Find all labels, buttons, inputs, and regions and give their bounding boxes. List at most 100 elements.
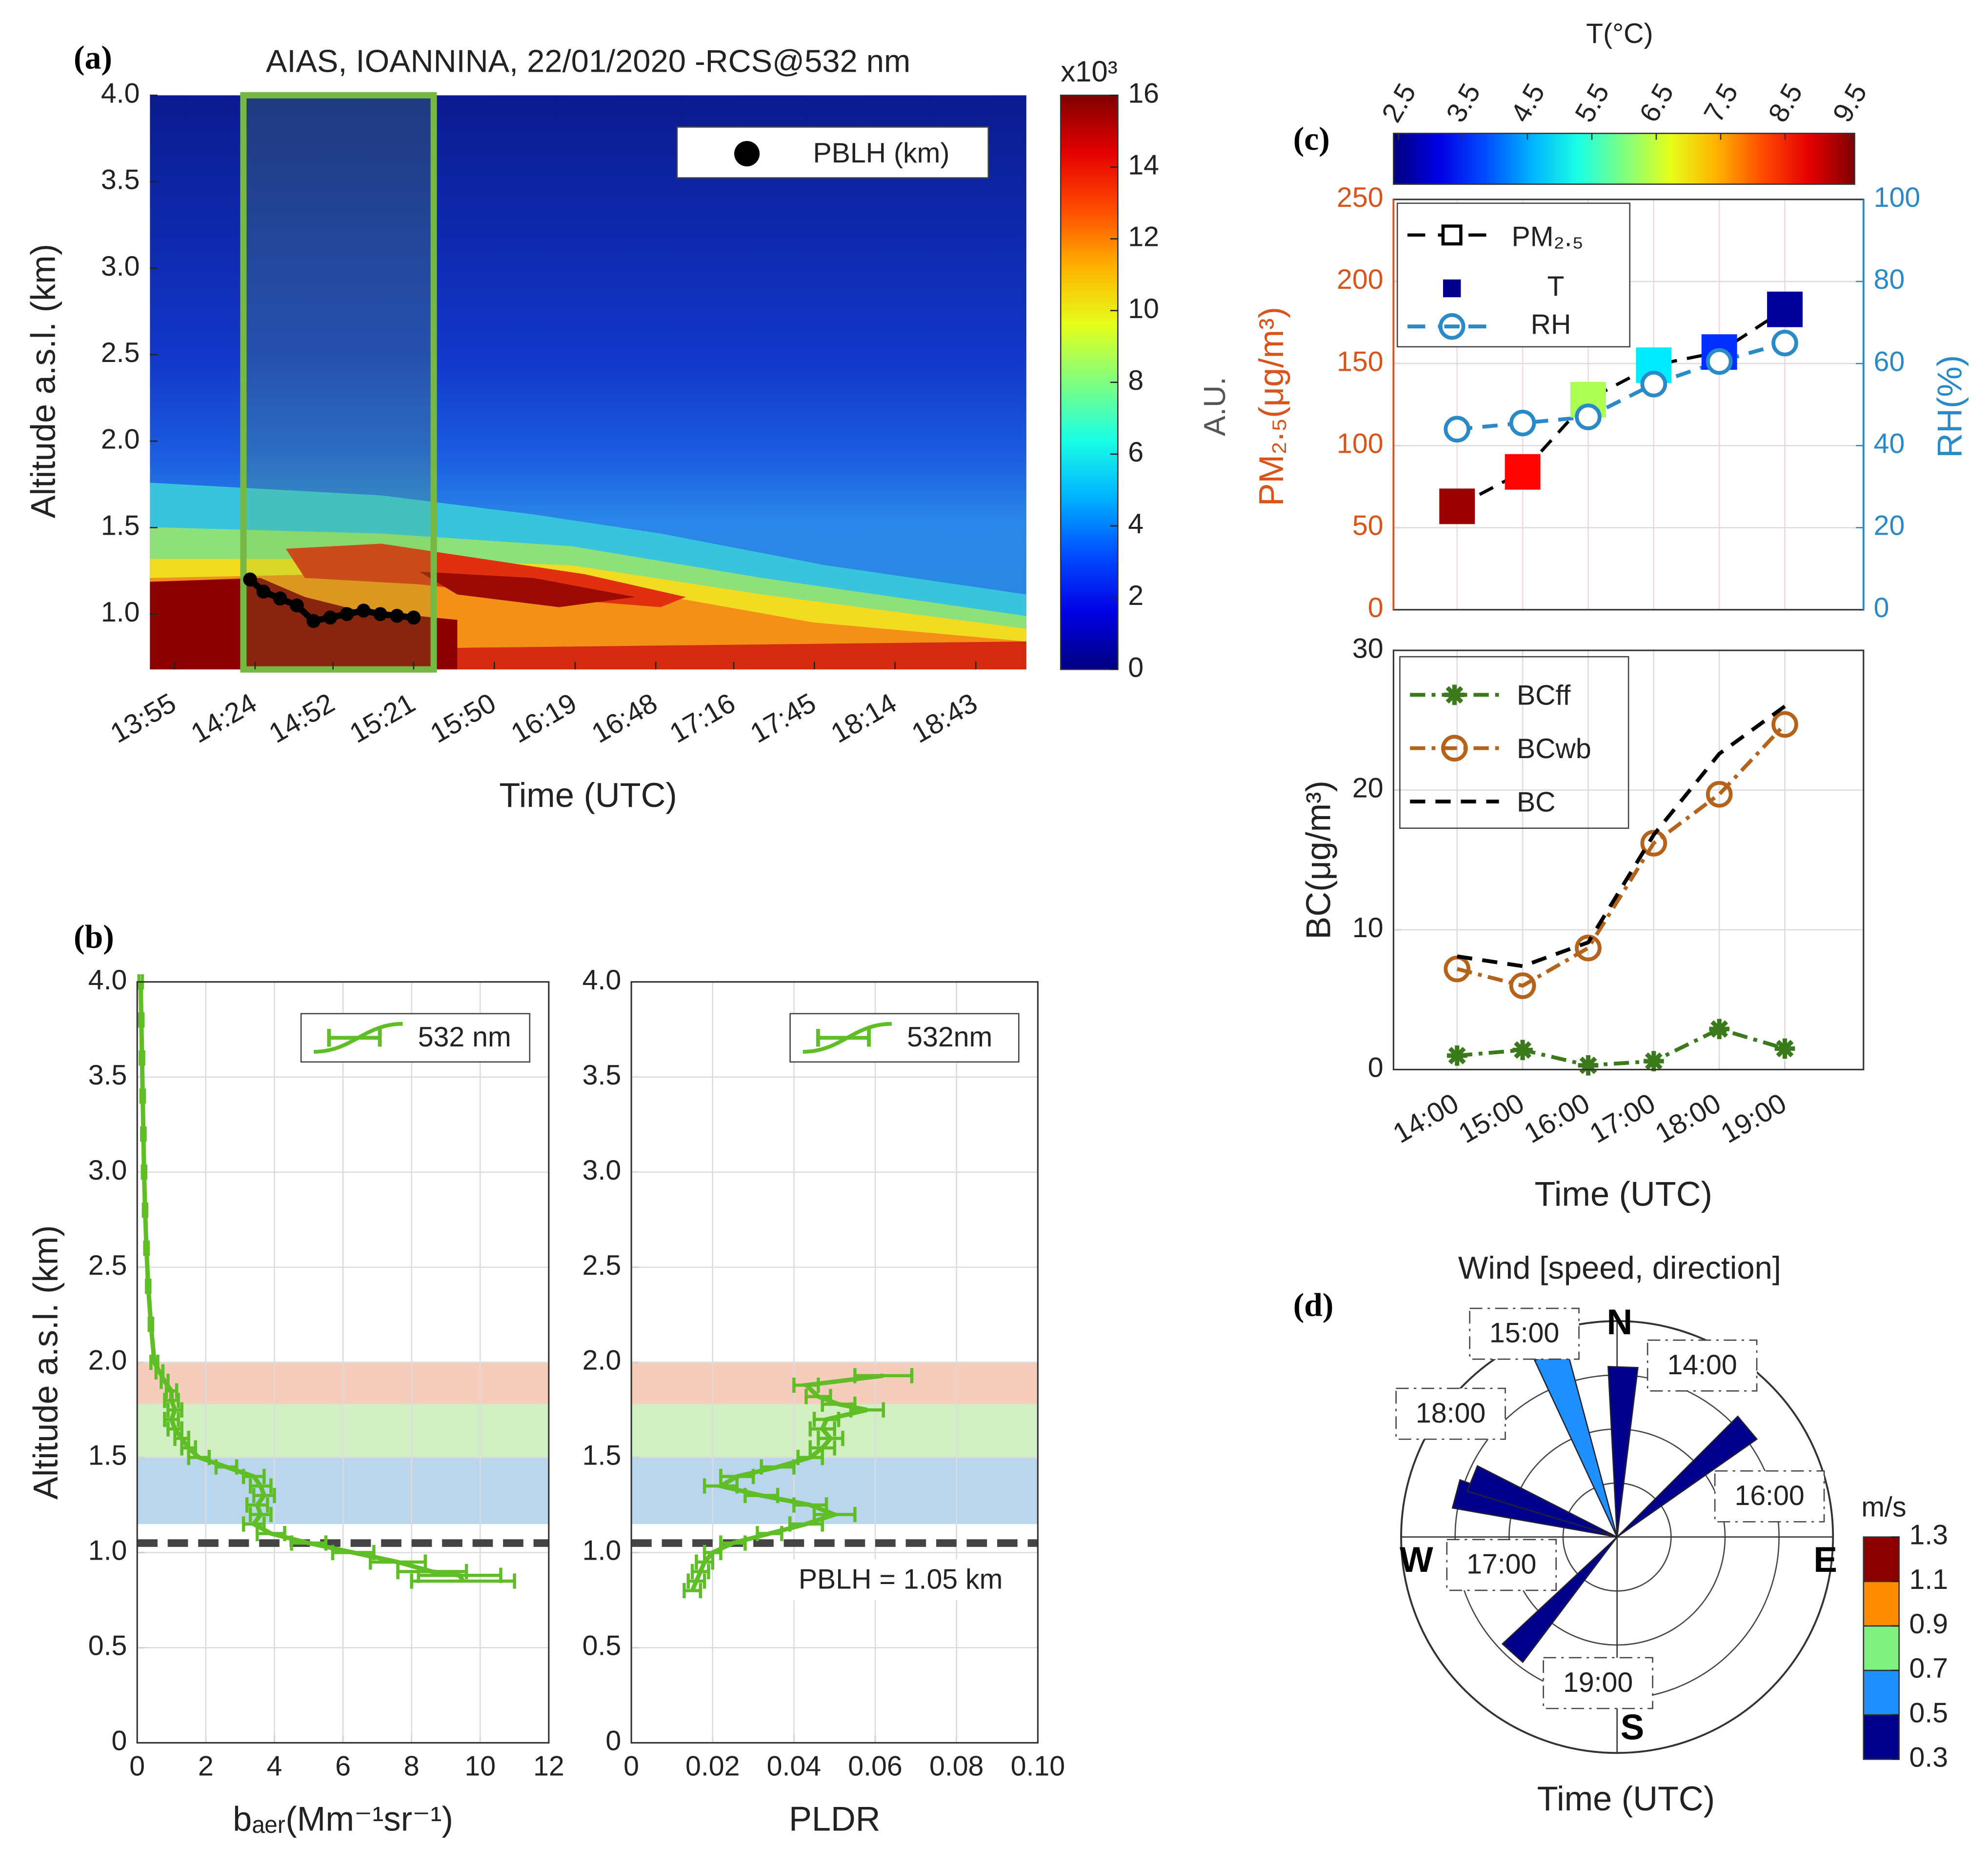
marker [1444, 684, 1465, 705]
pblh-point [323, 610, 338, 625]
series-line [1457, 1027, 1786, 1067]
marker [1771, 711, 1798, 738]
compass-label: N [1607, 1303, 1633, 1342]
x-tick-label: 0.10 [1011, 1751, 1065, 1782]
y-tick-label: 0.5 [582, 1630, 622, 1662]
pblh-point [340, 607, 354, 622]
time-label-box [1714, 1470, 1825, 1523]
pblh-point [256, 584, 271, 599]
plot-frame [1392, 649, 1865, 1070]
series-line [1457, 704, 1786, 968]
time-label-box [1543, 1657, 1653, 1709]
x-tick-label: 16:19 [506, 687, 582, 749]
y-tick-label: 1.5 [88, 1440, 127, 1471]
y-tick-label: 3.0 [582, 1155, 622, 1186]
lidar-image [150, 95, 1026, 670]
colorbar-label: x10³ [1061, 55, 1117, 88]
colorbar-tick-label: 8.5 [1762, 78, 1808, 127]
marker [1774, 1038, 1795, 1059]
x-tick-label: 0 [623, 1751, 639, 1782]
y-tick-label: 2 [1128, 580, 1144, 611]
x-tick-label: 0 [129, 1751, 145, 1782]
marker [1446, 1045, 1467, 1066]
colorbar-tick-label: 6.5 [1633, 78, 1680, 127]
time-label-box [1395, 1387, 1506, 1440]
y-tick-label: 50 [1352, 510, 1384, 542]
colorbar-label: m/s [1861, 1491, 1906, 1523]
plot-frame [136, 981, 550, 1744]
compass-label: W [1400, 1540, 1433, 1580]
x-tick-label: 0.06 [848, 1751, 902, 1782]
legend-label: PBLH (km) [813, 138, 949, 169]
marker [1771, 329, 1798, 357]
x-tick-label: 2 [198, 1751, 214, 1782]
annotation-bg [773, 1559, 1028, 1601]
y-tick-label: 3.5 [582, 1060, 622, 1091]
marker [1644, 1051, 1664, 1072]
pblh-point [406, 610, 421, 625]
colorbar [1060, 94, 1119, 670]
legend-label: 532 nm [418, 1022, 511, 1053]
x-tick-label: 17:16 [664, 687, 741, 749]
x-tick-label: 6 [335, 1751, 351, 1782]
y-tick-label: 3.5 [101, 164, 140, 196]
y-axis-label: Altitude a.s.l. (km) [26, 1225, 65, 1500]
colorbar-tick-label: 7.5 [1698, 78, 1744, 127]
x-tick-label: 16:48 [586, 687, 663, 749]
y-axis-label: Altitude a.s.l. (km) [23, 244, 62, 519]
x-tick-label: 15:21 [344, 687, 421, 749]
y-tick-label: 0 [1874, 592, 1889, 623]
y-tick-label: 8 [1128, 365, 1144, 396]
time-label: 14:00 [1667, 1349, 1737, 1381]
colorbar-bin [1863, 1625, 1900, 1671]
plot-frame [630, 981, 1039, 1744]
x-tick-label: 19:00 [1716, 1087, 1792, 1149]
x-tick-label: 0.02 [685, 1751, 740, 1782]
x-tick-label: 17:45 [745, 687, 821, 749]
compass-label: E [1813, 1540, 1837, 1580]
marker [1706, 348, 1733, 375]
marker [1575, 403, 1602, 430]
x-tick-label: 4 [267, 1751, 282, 1782]
y-tick-label: 250 [1337, 182, 1384, 213]
x-tick-label: 0.08 [929, 1751, 984, 1782]
chart-title: Wind [speed, direction] [1458, 1250, 1781, 1285]
legend-box [676, 126, 989, 179]
y-tick-label: 150 [1337, 346, 1384, 377]
marker [1509, 409, 1536, 437]
y-tick-label: 3.5 [88, 1060, 127, 1091]
highlight-box [240, 92, 437, 673]
pm-marker [1767, 291, 1803, 327]
colorbar [1393, 133, 1855, 185]
y-tick-label: 4.0 [88, 964, 127, 996]
pm-marker [1439, 488, 1475, 524]
y-tick-label: 0.7 [1909, 1653, 1948, 1684]
legend-icon [803, 1022, 892, 1054]
y-axis-label: PM₂.₅(μg/m³) [1252, 307, 1290, 506]
legend-label: PM₂.₅ [1512, 221, 1584, 253]
marker [1709, 1019, 1730, 1040]
legend-label: BCwb [1517, 733, 1591, 764]
pblh-point [306, 614, 321, 628]
y-tick-label: 1.0 [582, 1535, 622, 1566]
x-tick-label: 14:00 [1388, 1087, 1464, 1149]
marker [1640, 830, 1667, 857]
y-tick-label: 0.5 [1909, 1697, 1948, 1728]
colorbar-tick-label: 5.5 [1569, 78, 1615, 127]
x-tick-label: 17:00 [1585, 1087, 1661, 1149]
x-tick-label: 10 [464, 1751, 496, 1782]
marker [1578, 1055, 1599, 1076]
y-tick-label: 0.5 [88, 1630, 127, 1662]
time-label: 17:00 [1466, 1549, 1536, 1580]
y-tick-label: 80 [1874, 264, 1905, 295]
wind-wedge [1466, 1465, 1618, 1538]
y-tick-label: 0 [1368, 592, 1384, 623]
y-axis-label: BC(μg/m³) [1299, 781, 1338, 940]
y-tick-label: 1.1 [1909, 1564, 1948, 1595]
time-label: 19:00 [1563, 1667, 1633, 1698]
x-tick-label: 13:55 [105, 687, 181, 749]
y-tick-label: 3.0 [101, 251, 140, 282]
panel-label: (c) [1293, 120, 1330, 157]
y-tick-label: 2.5 [582, 1250, 622, 1281]
